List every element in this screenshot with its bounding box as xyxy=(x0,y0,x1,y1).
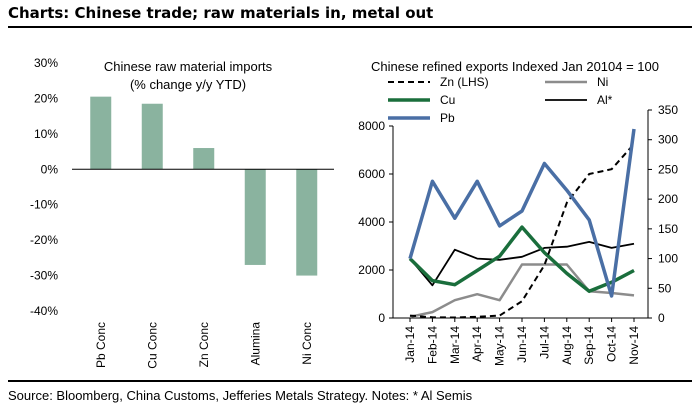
bar-zn-conc xyxy=(193,148,215,170)
x-tick-label: Oct-14 xyxy=(605,326,619,362)
x-tick-label: Jan-14 xyxy=(403,326,417,363)
right-ytick-label: 0 xyxy=(658,311,665,325)
bar-ytick-label: 20% xyxy=(34,91,58,105)
right-ytick-label: 300 xyxy=(658,133,678,147)
bar-category-label: Alumina xyxy=(248,322,262,366)
bar-ytick-label: -30% xyxy=(30,269,58,283)
left-ytick-label: 0 xyxy=(378,311,385,325)
right-y-axis: 0 50 100 150 200 250 300 350 xyxy=(647,103,678,325)
series-line-cu xyxy=(408,225,635,294)
legend-label: Al* xyxy=(597,93,613,107)
bar-ytick-label: 0% xyxy=(41,162,59,176)
x-tick-label: Nov-14 xyxy=(627,326,641,365)
legend-label: Zn (LHS) xyxy=(440,75,489,89)
bar-ytick-label: -20% xyxy=(30,233,58,247)
bar-category-label: Ni Conc xyxy=(300,322,314,365)
bar-category-label: Zn Conc xyxy=(197,322,211,367)
top-divider xyxy=(8,26,692,28)
line-chart-title: Chinese refined exports Indexed Jan 2010… xyxy=(371,59,659,74)
left-ytick-label: 6000 xyxy=(358,167,385,181)
left-ytick-label: 2000 xyxy=(358,263,385,277)
bar-ytick-label: -40% xyxy=(30,304,58,318)
bottom-divider xyxy=(8,380,692,382)
bar-chart-subtitle: (% change y/y YTD) xyxy=(130,77,246,92)
x-tick-label: Apr-14 xyxy=(470,326,484,362)
series-line-ni xyxy=(409,263,635,319)
right-ytick-label: 50 xyxy=(658,281,672,295)
bar-category-label: Cu Conc xyxy=(145,322,159,369)
x-tick-label: May-14 xyxy=(493,326,507,366)
bar-pb-conc xyxy=(90,96,112,170)
right-ytick-label: 250 xyxy=(658,162,678,176)
legend-label: Ni xyxy=(597,75,608,89)
left-y-axis: 0 2000 4000 6000 8000 xyxy=(358,119,394,325)
bar-ni-conc xyxy=(296,169,318,276)
page-title: Charts: Chinese trade; raw materials in,… xyxy=(8,4,434,22)
bar-cu-conc xyxy=(141,103,163,170)
bar-ytick-label: -10% xyxy=(30,198,58,212)
raw-material-imports-chart: Chinese raw material imports (% change y… xyxy=(30,56,334,369)
legend-label: Pb xyxy=(440,111,455,125)
bar-alumina xyxy=(244,169,266,265)
bar-ytick-label: 10% xyxy=(34,127,58,141)
left-ytick-label: 4000 xyxy=(358,215,385,229)
left-ytick-label: 8000 xyxy=(358,119,385,133)
x-tick-label: Sep-14 xyxy=(582,326,596,365)
line-chart-legend: Zn (LHS) Ni Cu Al* Pb xyxy=(388,75,613,125)
right-ytick-label: 350 xyxy=(658,103,678,117)
legend-label: Cu xyxy=(440,93,455,107)
line-series-group xyxy=(408,128,636,319)
right-ytick-label: 150 xyxy=(658,222,678,236)
x-axis: Jan-14 Feb-14 Mar-14 Apr-14 May-14 Jun-14 Jul-… xyxy=(393,317,648,366)
right-ytick-label: 200 xyxy=(658,192,678,206)
x-tick-label: Feb-14 xyxy=(425,326,439,364)
source-note: Source: Bloomberg, China Customs, Jeffer… xyxy=(8,388,473,403)
bar-ytick-label: 30% xyxy=(34,56,58,70)
x-tick-label: Mar-14 xyxy=(448,326,462,364)
bar-category-label: Pb Conc xyxy=(94,322,108,368)
series-line-pb xyxy=(408,128,636,298)
x-tick-label: Jul-14 xyxy=(537,326,551,359)
x-tick-label: Jun-14 xyxy=(515,326,529,363)
x-tick-label: Aug-14 xyxy=(560,326,574,365)
bar-chart-title: Chinese raw material imports xyxy=(104,59,273,74)
right-ytick-label: 100 xyxy=(658,252,678,266)
refined-exports-chart: Chinese refined exports Indexed Jan 2010… xyxy=(358,59,678,366)
